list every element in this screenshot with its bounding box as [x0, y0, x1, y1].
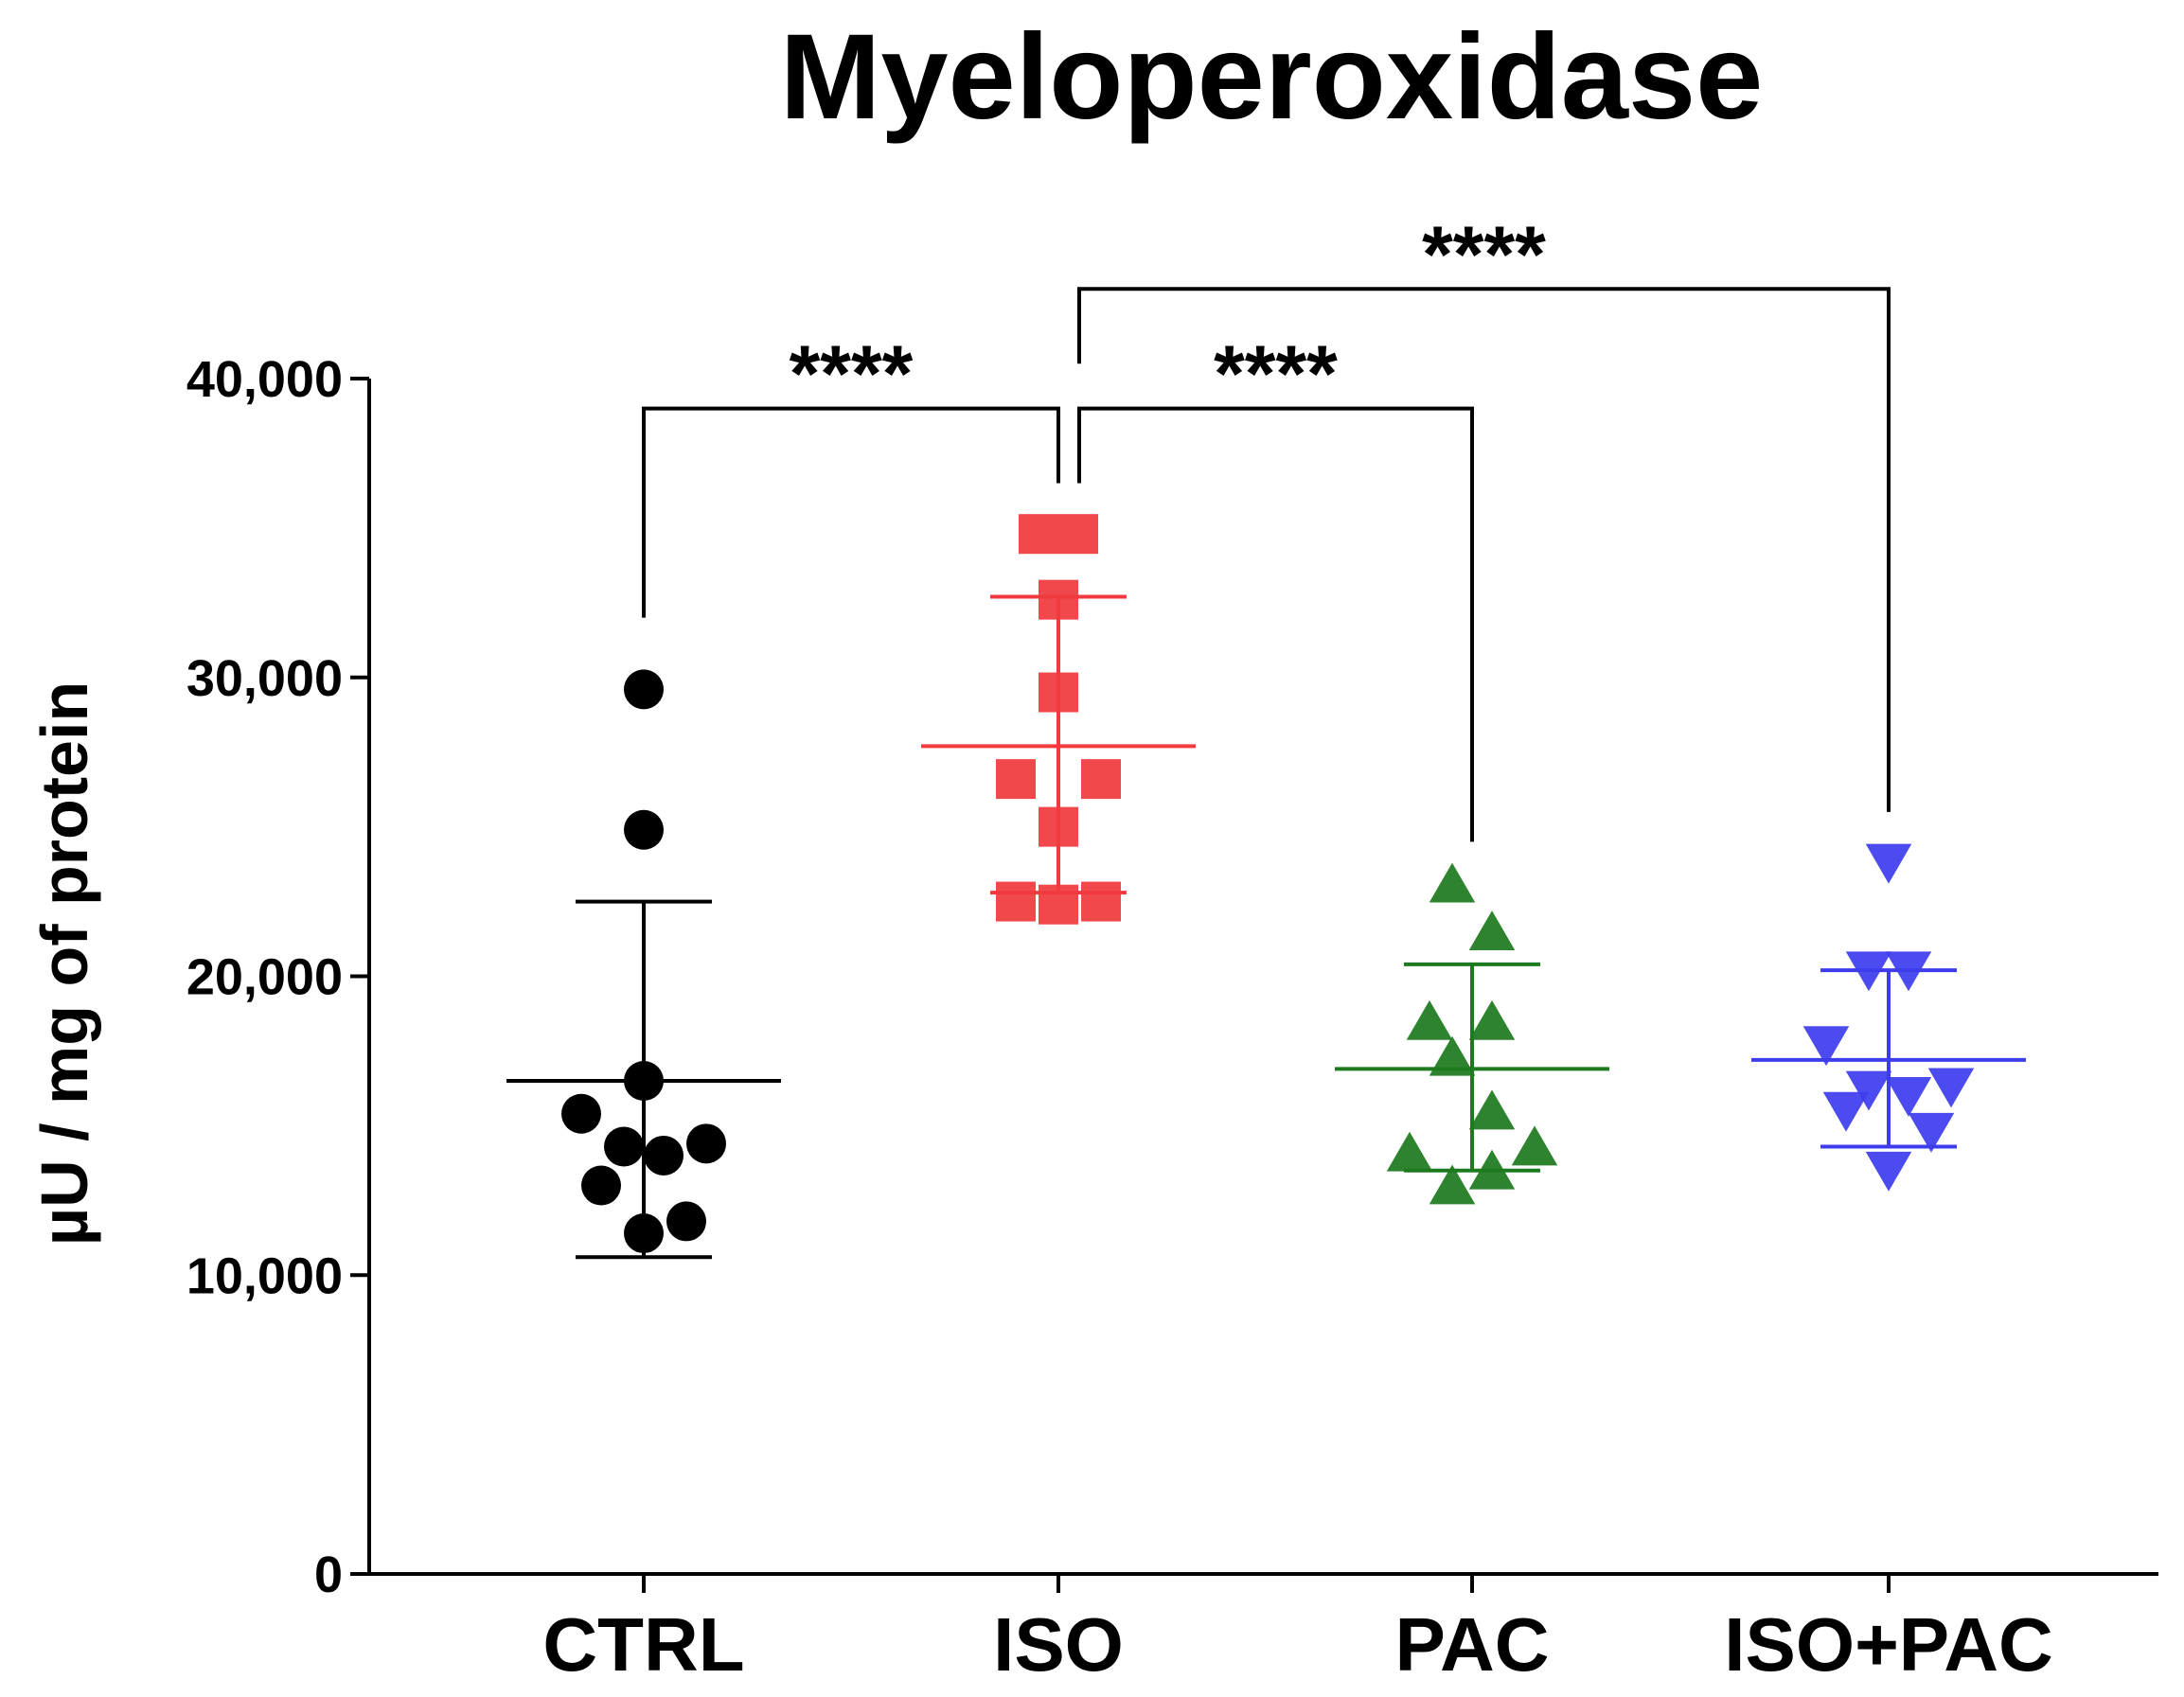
group-iso-pac	[1751, 843, 2026, 1192]
data-point	[604, 1126, 644, 1167]
data-point	[624, 809, 664, 850]
y-tick-label: 10,000	[186, 1247, 343, 1304]
data-point	[1927, 1068, 1975, 1108]
significance-bracket: ****	[642, 329, 1060, 618]
x-tick-label: PAC	[1395, 1602, 1550, 1687]
significance-bracket: ****	[1077, 329, 1474, 842]
data-point	[624, 669, 664, 710]
data-point	[1865, 843, 1912, 884]
data-point	[581, 1165, 621, 1206]
y-tick-label: 0	[314, 1547, 343, 1603]
data-point	[996, 881, 1036, 922]
data-point	[1885, 951, 1932, 992]
significance-label: ****	[1422, 209, 1546, 298]
y-tick-label: 20,000	[186, 949, 343, 1006]
data-point	[1386, 1131, 1433, 1172]
data-point	[1039, 806, 1078, 847]
significance-bracket: ****	[1077, 209, 1891, 812]
y-tick-label: 40,000	[186, 351, 343, 408]
data-point	[686, 1123, 726, 1164]
y-tick-label: 30,000	[186, 650, 343, 707]
data-point	[1406, 999, 1453, 1040]
data-point	[1039, 884, 1078, 925]
significance-label: ****	[1214, 329, 1338, 418]
significance-brackets: **** **** ****	[642, 209, 1891, 842]
data-point	[1822, 1091, 1870, 1132]
data-point	[644, 1135, 684, 1176]
data-point	[624, 1061, 664, 1102]
axes: 0 10,000 20,000 30,000 40,000 CTRL ISO PAC ISO+P…	[186, 351, 2158, 1687]
data-point	[666, 1201, 706, 1242]
data-point	[1845, 951, 1892, 992]
data-point	[1019, 514, 1058, 555]
bracket-line	[1077, 406, 1474, 842]
bracket-line	[1077, 287, 1891, 812]
data-point	[1429, 862, 1476, 903]
data-point	[561, 1093, 601, 1134]
data-point	[1058, 514, 1098, 555]
data-point	[1039, 579, 1078, 620]
data-point	[1511, 1125, 1558, 1166]
data-point	[1802, 1026, 1850, 1067]
data-point	[1429, 1164, 1476, 1205]
data-point	[624, 1213, 664, 1254]
data-point	[1845, 1070, 1892, 1111]
data-groups	[506, 514, 2026, 1260]
data-point	[1885, 1076, 1932, 1117]
data-point	[1468, 1149, 1516, 1190]
x-tick-label: ISO	[993, 1602, 1124, 1687]
data-point	[1081, 759, 1121, 800]
data-point	[1468, 1089, 1516, 1130]
bracket-line	[642, 406, 1060, 618]
data-point	[1429, 1035, 1476, 1076]
data-point	[1908, 1112, 1955, 1153]
group-iso	[921, 514, 1196, 925]
data-point	[996, 759, 1036, 800]
chart-title: Myeloperoxidase	[780, 9, 1764, 145]
data-point	[1468, 910, 1516, 950]
data-point	[1039, 672, 1078, 713]
x-tick-label: CTRL	[542, 1602, 744, 1687]
group-ctrl	[506, 669, 781, 1260]
y-axis-label: µU / mg of protein	[27, 681, 101, 1246]
significance-label: ****	[790, 329, 914, 418]
group-pac	[1335, 862, 1609, 1205]
x-tick-label: ISO+PAC	[1724, 1602, 2053, 1687]
data-point	[1468, 999, 1516, 1040]
data-point	[1081, 881, 1121, 922]
data-point	[1865, 1151, 1912, 1192]
